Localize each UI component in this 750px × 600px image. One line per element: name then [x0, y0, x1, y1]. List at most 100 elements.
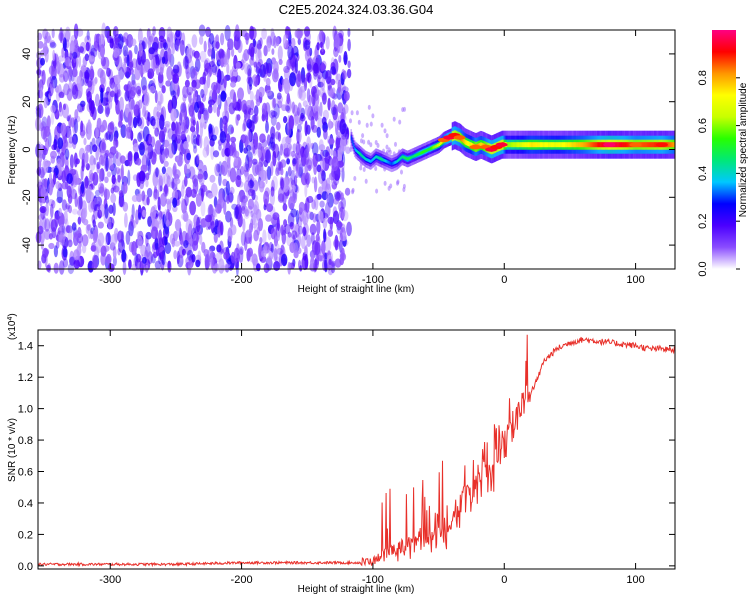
signal-track	[578, 142, 580, 148]
spectrogram-y-tick-label: 40	[21, 48, 33, 60]
noise-speckle	[306, 59, 312, 71]
signal-track	[649, 142, 651, 148]
signal-track	[593, 142, 595, 148]
noise-speckle	[400, 169, 403, 175]
signal-track	[533, 142, 535, 148]
noise-speckle	[245, 35, 249, 45]
noise-speckle	[212, 208, 216, 218]
noise-speckle	[74, 192, 78, 208]
noise-speckle	[88, 191, 95, 202]
noise-speckle	[292, 242, 299, 254]
noise-speckle	[154, 140, 162, 155]
signal-track	[396, 159, 398, 163]
noise-speckle	[303, 40, 311, 50]
signal-track	[438, 143, 440, 146]
noise-speckle	[51, 28, 55, 39]
noise-speckle	[265, 149, 272, 164]
noise-speckle	[236, 114, 241, 121]
noise-speckle	[107, 263, 115, 272]
noise-speckle	[82, 56, 88, 67]
noise-speckle	[268, 241, 273, 252]
noise-speckle	[104, 132, 109, 141]
noise-speckle	[98, 155, 105, 165]
signal-track	[350, 136, 352, 139]
noise-speckle	[288, 127, 293, 138]
signal-track	[552, 142, 554, 148]
noise-speckle	[114, 90, 119, 106]
noise-speckle	[147, 111, 151, 122]
noise-speckle	[244, 171, 249, 179]
noise-speckle	[310, 251, 315, 263]
noise-speckle	[105, 156, 109, 172]
noise-speckle	[194, 58, 201, 72]
noise-speckle	[271, 48, 275, 55]
noise-speckle	[54, 212, 59, 228]
signal-track	[538, 142, 540, 148]
noise-speckle	[267, 42, 271, 52]
noise-speckle	[113, 126, 119, 142]
noise-speckle	[208, 104, 213, 114]
noise-speckle	[237, 212, 243, 228]
noise-speckle	[95, 189, 101, 197]
noise-speckle	[281, 253, 288, 267]
noise-speckle	[186, 152, 192, 161]
noise-speckle	[207, 204, 214, 218]
noise-speckle	[380, 122, 384, 128]
noise-speckle	[72, 67, 78, 84]
noise-speckle	[115, 55, 123, 71]
noise-speckle	[319, 200, 325, 208]
noise-speckle	[192, 178, 199, 195]
noise-speckle	[211, 258, 218, 274]
noise-speckle	[345, 146, 351, 154]
noise-speckle	[235, 61, 241, 69]
noise-speckle	[45, 195, 49, 204]
signal-track	[624, 142, 626, 148]
signal-track	[650, 142, 652, 148]
noise-speckle	[72, 175, 78, 188]
noise-speckle	[245, 99, 253, 108]
noise-speckle	[311, 142, 319, 156]
signal-track	[522, 142, 524, 148]
noise-speckle	[270, 243, 275, 253]
noise-speckle	[36, 181, 44, 190]
signal-track	[544, 142, 546, 148]
noise-speckle	[50, 203, 54, 219]
noise-speckle	[249, 56, 255, 66]
noise-speckle	[223, 251, 230, 260]
noise-speckle	[72, 57, 77, 67]
noise-speckle	[319, 63, 327, 71]
noise-speckle	[257, 218, 263, 232]
signal-track	[387, 160, 389, 164]
noise-speckle	[315, 253, 320, 269]
noise-speckle	[199, 102, 205, 115]
signal-track	[668, 142, 670, 148]
noise-speckle	[215, 50, 222, 63]
noise-speckle	[84, 175, 89, 189]
noise-speckle	[279, 143, 283, 156]
noise-speckle	[104, 234, 109, 246]
noise-speckle	[113, 74, 121, 85]
signal-track	[368, 158, 370, 162]
noise-speckle	[243, 134, 249, 143]
signal-track	[440, 141, 442, 145]
noise-speckle	[230, 81, 236, 88]
noise-speckle	[73, 259, 80, 269]
signal-track	[582, 142, 584, 148]
noise-speckle	[281, 104, 287, 112]
noise-speckle	[248, 120, 255, 133]
noise-speckle	[283, 67, 290, 80]
noise-speckle	[174, 178, 181, 185]
signal-track	[559, 142, 561, 148]
noise-speckle	[128, 97, 135, 110]
noise-speckle	[128, 259, 132, 269]
noise-speckle	[270, 114, 277, 126]
noise-speckle	[277, 100, 283, 109]
noise-speckle	[263, 159, 269, 168]
noise-speckle	[237, 87, 244, 101]
noise-speckle	[99, 183, 105, 197]
signal-track	[426, 148, 428, 152]
noise-speckle	[127, 152, 133, 167]
signal-track	[596, 142, 598, 148]
noise-speckle	[213, 84, 217, 96]
noise-speckle	[224, 25, 231, 41]
